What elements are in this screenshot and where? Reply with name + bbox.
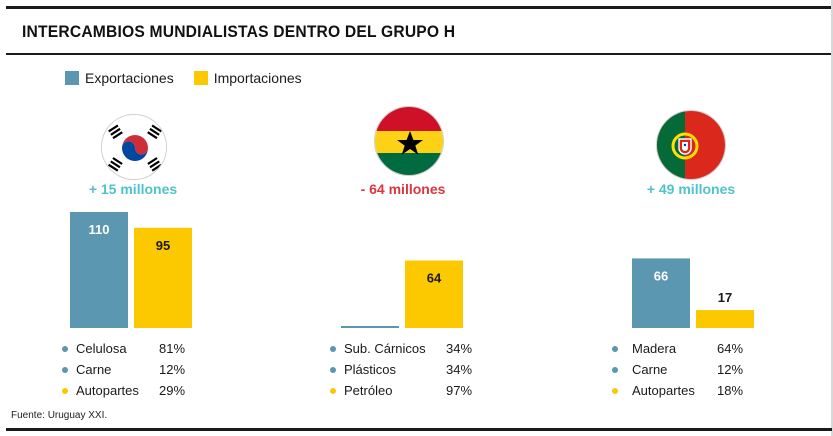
product-name: Carne xyxy=(632,362,668,377)
bar-import-1 xyxy=(405,260,463,328)
import-dot xyxy=(330,388,336,394)
product-name: Sub. Cárnicos xyxy=(344,341,426,356)
balance-south-korea: + 15 millones xyxy=(88,181,178,197)
product-pct: 34% xyxy=(446,362,473,377)
product-pct: 64% xyxy=(717,341,744,356)
source-note: Fuente: Uruguay XXI. xyxy=(11,410,108,421)
import-dot xyxy=(612,388,618,394)
product-pct: 29% xyxy=(159,383,186,398)
list-item: Plásticos 34% xyxy=(330,359,490,380)
bar-import-0 xyxy=(134,227,192,328)
legend-item-import: Importaciones xyxy=(193,70,302,86)
legend: Exportaciones Importaciones xyxy=(65,70,322,86)
product-pct: 81% xyxy=(159,341,186,356)
product-pct: 34% xyxy=(446,341,473,356)
title-rule xyxy=(6,53,832,55)
product-pct: 18% xyxy=(717,383,744,398)
ghana-flag-icon xyxy=(374,106,444,176)
products-ghana: Sub. Cárnicos 34% Plásticos 34% Petróleo… xyxy=(330,338,490,401)
balance-ghana: - 64 millones xyxy=(360,181,446,197)
bar-label: 95 xyxy=(156,238,170,253)
import-dot xyxy=(62,388,68,394)
export-dot xyxy=(62,346,68,352)
product-name: Celulosa xyxy=(76,341,127,356)
products-portugal: Madera 64% Carne 12% Autopartes 18% xyxy=(612,338,762,401)
bar-label: 64 xyxy=(427,271,442,286)
list-item: Celulosa 81% xyxy=(62,338,202,359)
list-item: Autopartes 29% xyxy=(62,380,202,401)
balance-portugal: + 49 millones xyxy=(646,181,736,197)
bar-export-0 xyxy=(70,212,128,328)
list-item: Carne 12% xyxy=(62,359,202,380)
export-dot xyxy=(330,346,336,352)
south-korea-flag-icon xyxy=(101,114,167,180)
product-pct: 12% xyxy=(717,362,744,377)
product-name: Madera xyxy=(632,341,677,356)
legend-import-label: Importaciones xyxy=(213,70,302,86)
export-dot xyxy=(62,367,68,373)
export-dot xyxy=(612,346,618,352)
list-item: Sub. Cárnicos 34% xyxy=(330,338,490,359)
product-pct: 97% xyxy=(446,383,473,398)
legend-item-export: Exportaciones xyxy=(65,70,174,86)
list-item: Petróleo 97% xyxy=(330,380,490,401)
portugal-flag-icon xyxy=(656,110,726,180)
bar-label: 17 xyxy=(718,290,732,305)
export-swatch xyxy=(65,71,79,85)
bottom-rule xyxy=(6,428,832,431)
product-pct: 12% xyxy=(159,362,186,377)
product-name: Petróleo xyxy=(344,383,393,398)
bar-label: 110 xyxy=(89,222,110,237)
bar-import-2 xyxy=(696,310,754,328)
legend-export-label: Exportaciones xyxy=(85,70,174,86)
right-edge xyxy=(831,0,833,436)
bar-export-2 xyxy=(632,258,690,328)
import-swatch xyxy=(193,71,208,85)
export-dot xyxy=(330,367,336,373)
bar-label: 66 xyxy=(654,268,668,283)
list-item: Carne 12% xyxy=(612,359,762,380)
product-name: Autopartes xyxy=(76,383,139,398)
bar-export-1 xyxy=(341,326,399,328)
product-name: Plásticos xyxy=(344,362,397,377)
product-name: Autopartes xyxy=(632,383,695,398)
product-name: Carne xyxy=(76,362,112,377)
page-title: INTERCAMBIOS MUNDIALISTAS DENTRO DEL GRU… xyxy=(22,22,456,41)
top-rule xyxy=(6,6,832,9)
export-dot xyxy=(612,367,618,373)
list-item: Madera 64% xyxy=(612,338,762,359)
products-south-korea: Celulosa 81% Carne 12% Autopartes 29% xyxy=(62,338,202,401)
list-item: Autopartes 18% xyxy=(612,380,762,401)
